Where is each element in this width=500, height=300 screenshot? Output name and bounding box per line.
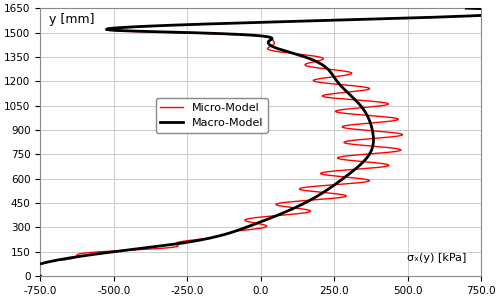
Line: Macro-Model: Macro-Model: [28, 8, 500, 276]
Micro-Model: [246, 228, 252, 232]
Text: y [mm]: y [mm]: [49, 13, 94, 26]
Micro-Model: [271, 40, 277, 44]
Macro-Model: [315, 61, 321, 64]
Legend: Micro-Model, Macro-Model: Micro-Model, Macro-Model: [156, 98, 268, 133]
Micro-Model: [318, 172, 324, 175]
Macro-Model: [354, 166, 360, 169]
Macro-Model: [322, 65, 328, 69]
Macro-Model: [364, 156, 370, 160]
Macro-Model: [344, 90, 350, 94]
Micro-Model: [362, 160, 368, 164]
Macro-Model: [136, 247, 141, 250]
Text: σₓ(y) [kPa]: σₓ(y) [kPa]: [407, 253, 467, 263]
Micro-Model: [464, 6, 469, 10]
Micro-Model: [175, 244, 181, 247]
Macro-Model: [38, 274, 44, 278]
Line: Micro-Model: Micro-Model: [28, 8, 500, 276]
Macro-Model: [464, 6, 469, 10]
Micro-Model: [38, 274, 44, 278]
